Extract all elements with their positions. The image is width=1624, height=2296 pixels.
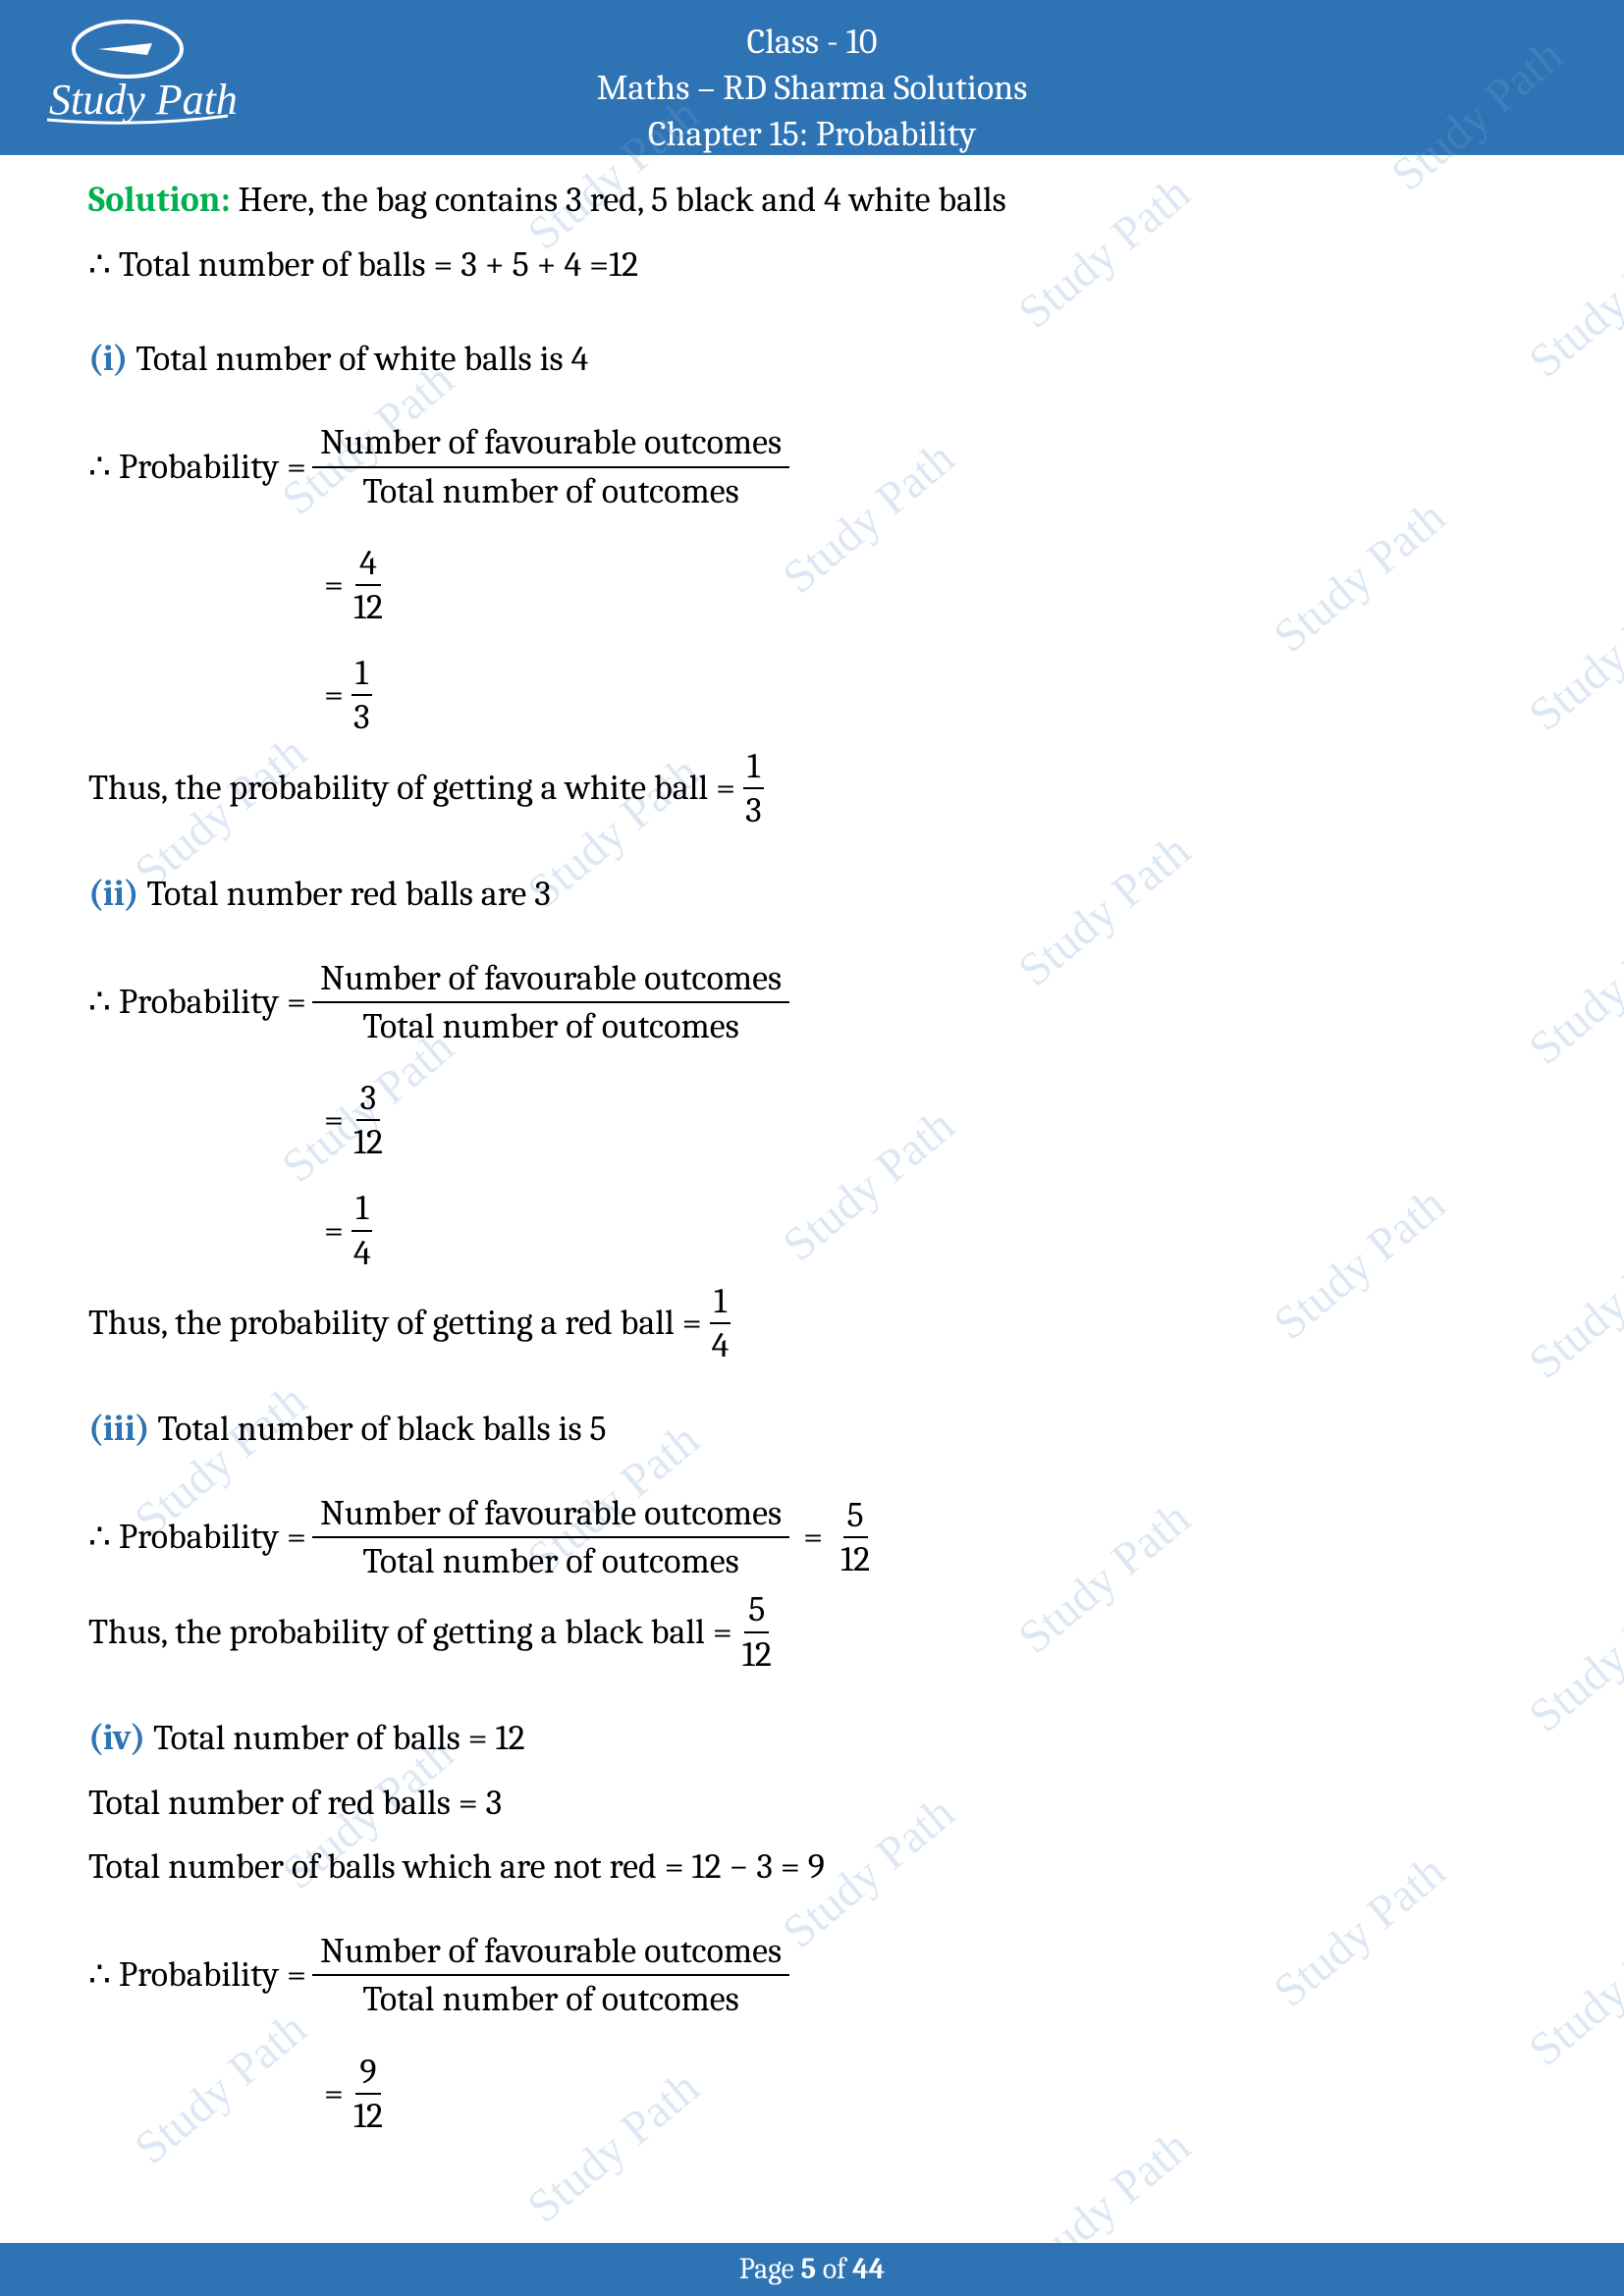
part-iii-heading: (iii) Total number of black balls is 5	[88, 1402, 1536, 1457]
part-i-text: Total number of white balls is 4	[128, 339, 588, 379]
study-path-logo: Study Path	[39, 18, 236, 135]
solution-label: Solution:	[88, 180, 231, 220]
footer-mid: of	[816, 2252, 852, 2286]
svg-text:Study Path: Study Path	[49, 76, 236, 124]
header-class: Class - 10	[0, 20, 1624, 66]
part-i-thus: Thus, the probability of getting a white…	[88, 745, 1536, 831]
part-i-step1: = 4 12	[324, 542, 1536, 628]
part-iii-formula: ∴ Probability = Number of favourable out…	[88, 1492, 1536, 1582]
header-subject: Maths – RD Sharma Solutions	[0, 66, 1624, 112]
prob-label: ∴ Probability =	[88, 440, 306, 495]
intro-text: Here, the bag contains 3 red, 5 black an…	[231, 180, 1006, 220]
part-iv-text: Total number of balls = 12	[145, 1718, 524, 1758]
roman-iii: (iii)	[88, 1409, 150, 1449]
total-balls: ∴ Total number of balls = 3 + 5 + 4 =12	[88, 238, 1536, 293]
part-iii-text: Total number of black balls is 5	[150, 1409, 607, 1449]
part-ii-step2: = 1 4	[324, 1187, 1536, 1273]
page-footer: Page 5 of 44	[0, 2243, 1624, 2296]
part-iii-thus: Thus, the probability of getting a black…	[88, 1588, 1536, 1675]
footer-prefix: Page	[739, 2252, 801, 2286]
part-ii-thus: Thus, the probability of getting a red b…	[88, 1280, 1536, 1366]
footer-page: 5	[800, 2252, 816, 2286]
formula-fraction: Number of favourable outcomes Total numb…	[312, 421, 789, 511]
roman-i: (i)	[88, 339, 128, 379]
page-content: Solution: Here, the bag contains 3 red, …	[0, 155, 1624, 2137]
part-iv-heading: (iv) Total number of balls = 12	[88, 1711, 1536, 1766]
part-i-heading: (i) Total number of white balls is 4	[88, 332, 1536, 387]
solution-intro: Solution: Here, the bag contains 3 red, …	[88, 173, 1536, 228]
part-i-step2: = 1 3	[324, 652, 1536, 738]
footer-total: 44	[852, 2252, 885, 2286]
part-ii-heading: (ii) Total number red balls are 3	[88, 867, 1536, 922]
part-iv-line2: Total number of red balls = 3	[88, 1776, 1536, 1831]
part-ii-step1: = 3 12	[324, 1077, 1536, 1163]
roman-ii: (ii)	[88, 874, 139, 914]
part-ii-text: Total number red balls are 3	[139, 874, 551, 914]
part-iv-formula: ∴ Probability = Number of favourable out…	[88, 1930, 1536, 2020]
part-i-formula: ∴ Probability = Number of favourable out…	[88, 421, 1536, 511]
roman-iv: (iv)	[88, 1718, 145, 1758]
part-iv-step1: = 9 12	[324, 2051, 1536, 2137]
part-iv-line3: Total number of balls which are not red …	[88, 1840, 1536, 1895]
header-chapter: Chapter 15: Probability	[0, 112, 1624, 158]
part-ii-formula: ∴ Probability = Number of favourable out…	[88, 957, 1536, 1047]
page-header: Study Path Class - 10 Maths – RD Sharma …	[0, 0, 1624, 155]
